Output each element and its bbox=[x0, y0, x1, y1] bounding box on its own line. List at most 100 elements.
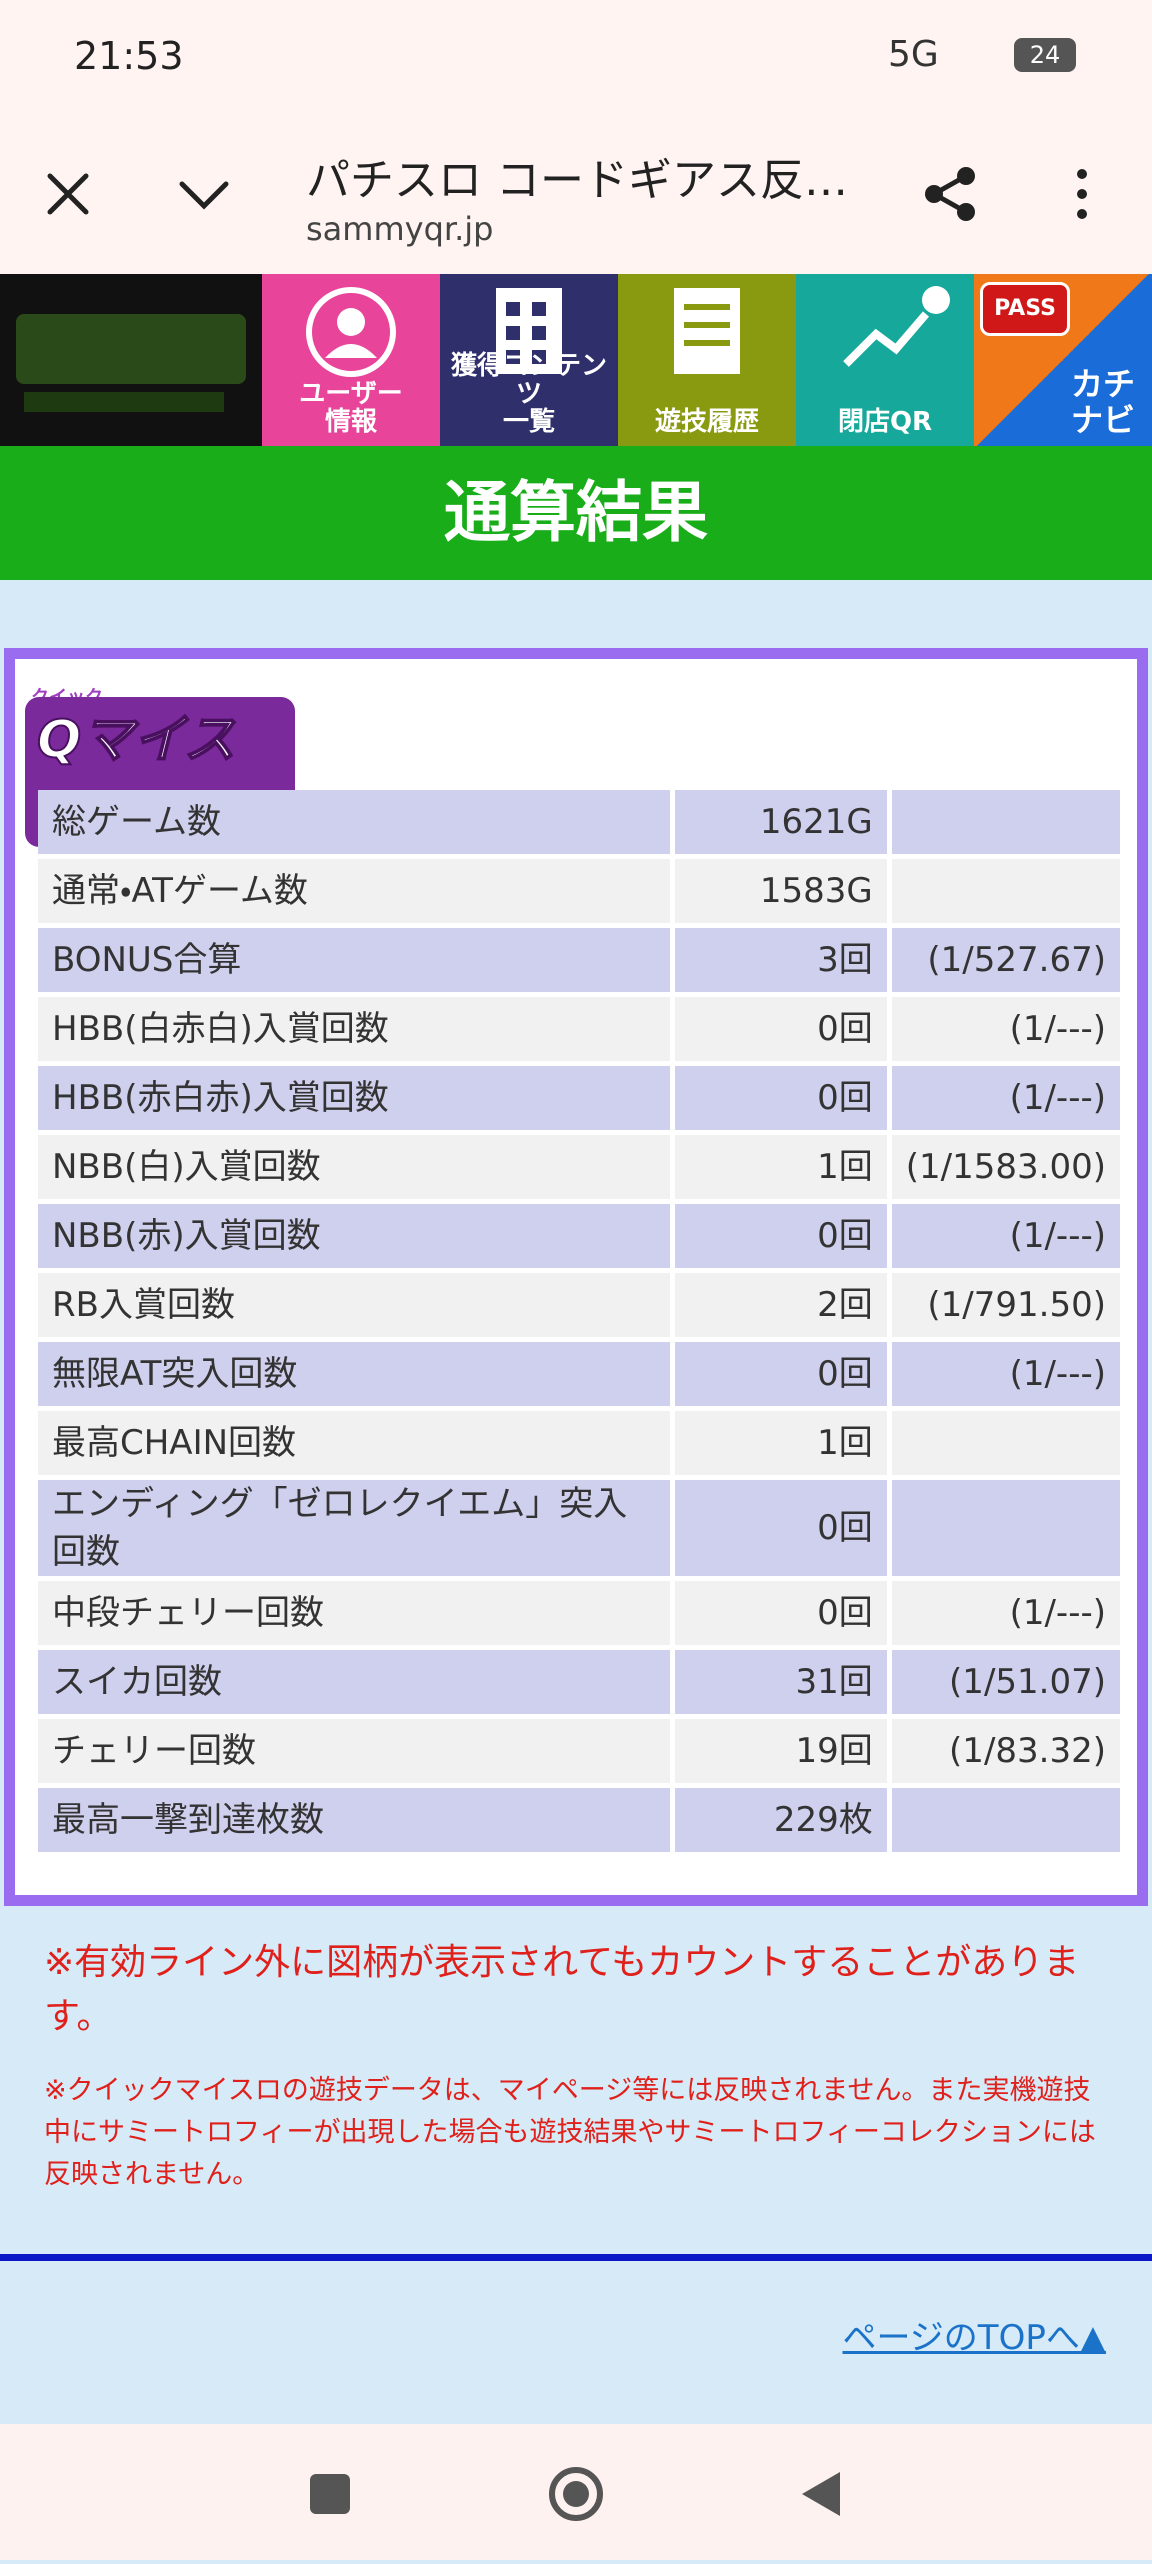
row-label: HBB(赤白赤)入賞回数 bbox=[38, 1066, 670, 1130]
row-count: 0回 bbox=[674, 1480, 887, 1576]
table-row: エンディング「ゼロレクイエム」突入回数 0回 bbox=[38, 1480, 1120, 1576]
row-label: 通常・ATゲーム数 bbox=[38, 859, 670, 923]
browser-bar: パチスロ コードギアス反… sammyqr.jp bbox=[0, 114, 1152, 274]
nav-item[interactable]: ユーザー 情報 bbox=[262, 274, 440, 446]
row-ratio bbox=[891, 859, 1120, 923]
table-row: 無限AT突入回数 0回 (1/---) bbox=[38, 1342, 1120, 1406]
row-label: RB入賞回数 bbox=[38, 1273, 670, 1337]
table-row: NBB(白)入賞回数 1回 (1/1583.00) bbox=[38, 1135, 1120, 1199]
nav-label-line: 情報 bbox=[324, 407, 377, 437]
network: 5G bbox=[888, 34, 939, 75]
recents[interactable] bbox=[310, 2474, 350, 2514]
row-label: NBB(赤)入賞回数 bbox=[38, 1204, 670, 1268]
nav-label-line: 獲得コンテンツ bbox=[450, 351, 607, 409]
kachinavi-label: カチナビ bbox=[1070, 365, 1135, 439]
table-row: HBB(白赤白)入賞回数 0回 (1/---) bbox=[38, 997, 1120, 1061]
logo-art bbox=[16, 314, 246, 412]
row-label: HBB(白赤白)入賞回数 bbox=[38, 997, 670, 1061]
table-row: チェリー回数 19回 (1/83.32) bbox=[38, 1719, 1120, 1783]
table-row: BONUS合算 3回 (1/527.67) bbox=[38, 928, 1120, 992]
time: 21:53 bbox=[74, 34, 184, 78]
top-link[interactable]: ページのTOPへ▲ bbox=[842, 2318, 1106, 2358]
pass-label: PASS bbox=[980, 282, 1070, 336]
row-label: 中段チェリー回数 bbox=[38, 1581, 670, 1645]
row-count: 1621G bbox=[674, 790, 887, 854]
row-ratio bbox=[891, 790, 1120, 854]
row-ratio: (1/---) bbox=[891, 997, 1120, 1061]
nav-label: 閉店QR bbox=[796, 408, 974, 436]
row-count: 1回 bbox=[674, 1135, 887, 1199]
row-count: 19回 bbox=[674, 1719, 887, 1783]
row-count: 0回 bbox=[674, 1066, 887, 1130]
row-count: 0回 bbox=[674, 1342, 887, 1406]
result-table: 総ゲーム数 1621G 通常・ATゲーム数 1583G BONUS合算 3回 (1/527.… bbox=[33, 785, 1125, 1857]
row-ratio bbox=[891, 1788, 1120, 1852]
logo: クイック Qマイスロ bbox=[25, 683, 295, 847]
row-ratio: (1/83.32) bbox=[891, 1719, 1120, 1783]
row-ratio: (1/527.67) bbox=[891, 928, 1120, 992]
back[interactable] bbox=[802, 2472, 840, 2516]
result-panel: クイック Qマイスロ 総ゲーム数1621G通常・ATゲーム数1583GBONUS… bbox=[4, 648, 1148, 1906]
menu[interactable] bbox=[1077, 169, 1087, 179]
table-row: RB入賞回数 2回 (1/791.50) bbox=[38, 1273, 1120, 1337]
row-count: 0回 bbox=[674, 1581, 887, 1645]
row-count: 0回 bbox=[674, 997, 887, 1061]
row-label: スイカ回数 bbox=[38, 1650, 670, 1714]
section-title: 通算結果 bbox=[0, 446, 1152, 580]
table-row: NBB(赤)入賞回数 0回 (1/---) bbox=[38, 1204, 1120, 1268]
table-row: スイカ回数 31回 (1/51.07) bbox=[38, 1650, 1120, 1714]
nav-label: 遊技履歴 bbox=[618, 408, 796, 436]
kachinavi[interactable]: PASS カチナビ bbox=[974, 274, 1152, 446]
game-logo[interactable] bbox=[0, 274, 262, 446]
row-ratio: (1/791.50) bbox=[891, 1273, 1120, 1337]
divider bbox=[0, 2254, 1152, 2261]
row-ratio: (1/51.07) bbox=[891, 1650, 1120, 1714]
nav-label-line: 閉店QR bbox=[837, 407, 933, 437]
status-bar: 21:53 5G 24 bbox=[0, 0, 1152, 114]
system-nav bbox=[0, 2424, 1152, 2560]
row-ratio: (1/---) bbox=[891, 1066, 1120, 1130]
row-ratio: (1/---) bbox=[891, 1204, 1120, 1268]
nav-label: 獲得コンテンツ 一覧 bbox=[440, 352, 618, 436]
row-ratio: (1/---) bbox=[891, 1581, 1120, 1645]
row-count: 1583G bbox=[674, 859, 887, 923]
nav-label-line: 遊技履歴 bbox=[654, 407, 759, 437]
note: ※有効ライン外に図柄が表示されてもカウントすることがあります。 bbox=[44, 1942, 1080, 2037]
row-label: チェリー回数 bbox=[38, 1719, 670, 1783]
row-count: 0回 bbox=[674, 1204, 887, 1268]
table-row: 最高一撃到達枚数 229枚 bbox=[38, 1788, 1120, 1852]
table-row: 通常・ATゲーム数 1583G bbox=[38, 859, 1120, 923]
share[interactable] bbox=[957, 167, 975, 185]
row-count: 229枚 bbox=[674, 1788, 887, 1852]
expand[interactable] bbox=[179, 181, 229, 210]
nav-item[interactable]: 遊技履歴 bbox=[618, 274, 796, 446]
row-ratio bbox=[891, 1411, 1120, 1475]
row-label: 無限AT突入回数 bbox=[38, 1342, 670, 1406]
row-ratio: (1/1583.00) bbox=[891, 1135, 1120, 1199]
browser-icons bbox=[47, 167, 1087, 221]
table-row: HBB(赤白赤)入賞回数 0回 (1/---) bbox=[38, 1066, 1120, 1130]
nav-label-line: ユーザー bbox=[299, 379, 403, 409]
nav-item[interactable]: 閉店QR bbox=[796, 274, 974, 446]
nav-bar: ユーザー 情報 獲得コンテンツ 一覧 遊技履歴 閉店QR PASS カチナビ bbox=[0, 274, 1152, 446]
nav-label-line: 一覧 bbox=[502, 407, 555, 437]
row-label: エンディング「ゼロレクイエム」突入回数 bbox=[38, 1480, 670, 1576]
battery: 24 bbox=[1014, 38, 1076, 72]
table-row: 最高CHAIN回数 1回 bbox=[38, 1411, 1120, 1475]
home[interactable] bbox=[549, 2467, 603, 2521]
row-label: 最高CHAIN回数 bbox=[38, 1411, 670, 1475]
url: sammyqr.jp bbox=[306, 210, 494, 248]
row-label: BONUS合算 bbox=[38, 928, 670, 992]
row-label: NBB(白)入賞回数 bbox=[38, 1135, 670, 1199]
table-row: 中段チェリー回数 0回 (1/---) bbox=[38, 1581, 1120, 1645]
table-row: 総ゲーム数 1621G bbox=[38, 790, 1120, 854]
page-title: パチスロ コードギアス反… bbox=[306, 155, 848, 206]
nav-label: ユーザー 情報 bbox=[262, 380, 440, 436]
row-ratio bbox=[891, 1480, 1120, 1576]
row-label: 最高一撃到達枚数 bbox=[38, 1788, 670, 1852]
nav-item[interactable]: 獲得コンテンツ 一覧 bbox=[440, 274, 618, 446]
row-count: 1回 bbox=[674, 1411, 887, 1475]
row-count: 31回 bbox=[674, 1650, 887, 1714]
row-ratio: (1/---) bbox=[891, 1342, 1120, 1406]
